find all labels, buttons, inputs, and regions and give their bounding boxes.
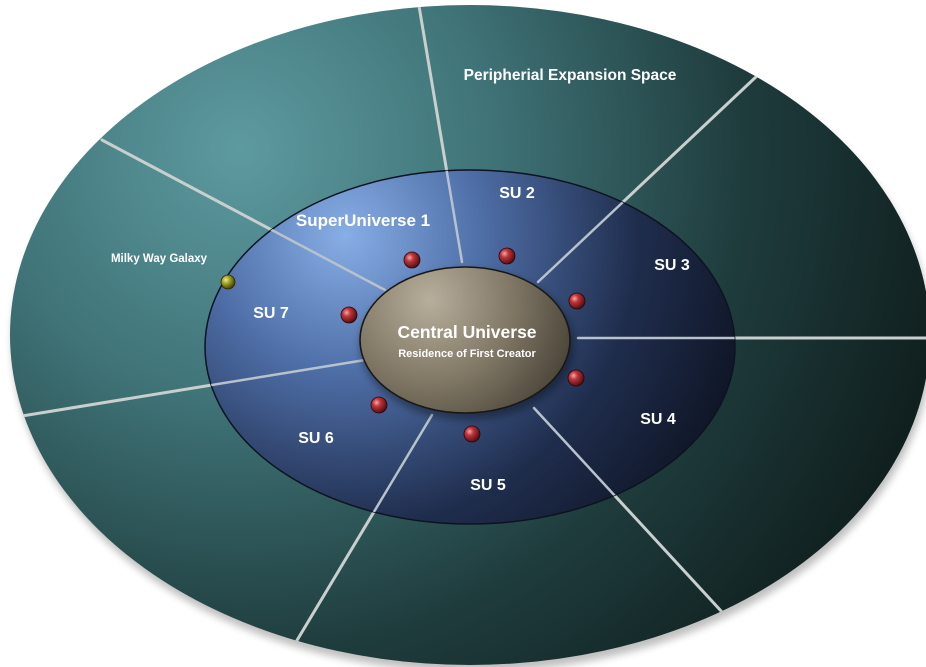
sphere [340, 306, 358, 324]
divider-line [294, 413, 434, 524]
outer-region-label: Peripherial Expansion Space [464, 67, 677, 84]
su6-label: SU 6 [298, 430, 334, 447]
su3-label: SU 3 [654, 257, 690, 274]
central-universe-title: Central Universe [397, 322, 536, 342]
superuniverse-spheres [340, 247, 586, 443]
divider-line [205, 358, 367, 418]
milky-way-label: Milky Way Galaxy [111, 253, 208, 265]
divider-line [416, 170, 464, 264]
sphere [370, 396, 388, 414]
su7-label: SU 7 [253, 305, 289, 322]
su1-label: SuperUniverse 1 [296, 211, 430, 230]
sphere [403, 251, 421, 269]
central-universe-subtitle: Residence of First Creator [398, 348, 536, 360]
sphere [567, 369, 585, 387]
sphere [568, 292, 586, 310]
su2-label: SU 2 [499, 185, 535, 202]
su4-label: SU 4 [640, 411, 676, 428]
su5-label: SU 5 [470, 477, 506, 494]
milky-way-marker [220, 274, 236, 290]
sphere [463, 425, 481, 443]
sphere [498, 247, 516, 265]
central-universe [359, 266, 571, 414]
